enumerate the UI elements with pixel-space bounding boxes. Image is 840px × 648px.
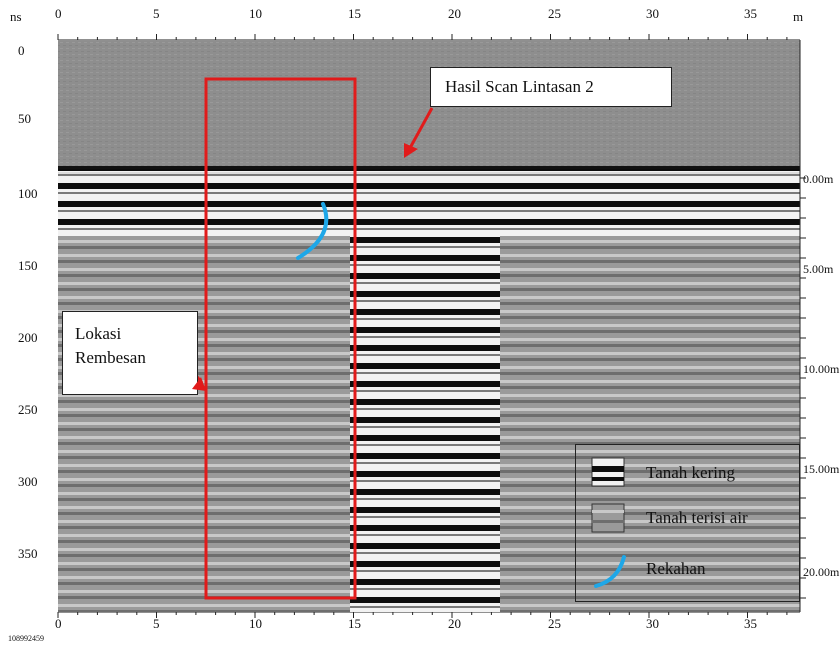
bottom-tick-label: 15 xyxy=(348,616,361,631)
top-tick-label: 30 xyxy=(646,6,659,21)
left-unit-label: ns xyxy=(10,9,22,24)
crack-legend-icon xyxy=(594,555,626,588)
depth-label: 0.00m xyxy=(803,172,834,186)
left-tick-label: 350 xyxy=(18,546,38,561)
depth-label: 20.00m xyxy=(803,565,840,579)
left-tick-label: 250 xyxy=(18,402,38,417)
left-tick-label: 150 xyxy=(18,258,38,273)
left-tick-label: 200 xyxy=(18,330,38,345)
seepage-label-line2: Rembesan xyxy=(75,348,146,367)
right-depth-ticks xyxy=(800,177,806,599)
bottom-tick-label: 10 xyxy=(249,616,262,631)
top-tick-label: 10 xyxy=(249,6,262,21)
wet-soil-swatch xyxy=(591,503,625,533)
seepage-label-line1: Lokasi xyxy=(75,324,122,343)
top-tick-label: 20 xyxy=(448,6,461,21)
depth-label: 5.00m xyxy=(803,262,834,276)
top-tick-label: 15 xyxy=(348,6,361,21)
left-tick-label: 50 xyxy=(18,111,31,126)
top-tick-label: 0 xyxy=(55,6,62,21)
legend-label-crack: Rekahan xyxy=(646,559,706,578)
file-id: 108992459 xyxy=(8,634,44,643)
surface-line-2 xyxy=(58,172,800,174)
scan-title: Hasil Scan Lintasan 2 xyxy=(445,77,594,96)
depth-label: 10.00m xyxy=(803,362,840,376)
bottom-minor-ticks xyxy=(57,612,788,618)
bottom-tick-label: 25 xyxy=(548,616,561,631)
bottom-tick-label: 35 xyxy=(744,616,757,631)
legend-label-wet: Tanah terisi air xyxy=(646,508,748,527)
left-tick-label: 0 xyxy=(18,43,25,58)
top-tick-label: 25 xyxy=(548,6,561,21)
surface-line xyxy=(58,166,800,169)
top-tick-label: 35 xyxy=(744,6,757,21)
bottom-tick-label: 5 xyxy=(153,616,160,631)
air-region xyxy=(58,41,800,166)
title-arrow xyxy=(404,107,434,158)
legend-box: Tanah kering Tanah terisi air Rekahan xyxy=(575,444,800,602)
dry-soil-swatch xyxy=(591,457,625,487)
top-unit-label: m xyxy=(793,9,804,24)
legend-swatches xyxy=(591,457,626,588)
scan-title-box: Hasil Scan Lintasan 2 xyxy=(430,67,672,107)
seepage-label-box: Lokasi Rembesan xyxy=(62,311,198,395)
left-tick-label: 300 xyxy=(18,474,38,489)
bottom-tick-label: 20 xyxy=(448,616,461,631)
left-tick-label: 100 xyxy=(18,186,38,201)
seepage-highlight-box xyxy=(204,77,357,600)
depth-label: 15.00m xyxy=(803,462,840,476)
top-minor-ticks xyxy=(57,34,788,40)
bottom-tick-label: 30 xyxy=(646,616,659,631)
legend-label-dry: Tanah kering xyxy=(646,463,735,482)
top-tick-label: 5 xyxy=(153,6,160,21)
crack-arc xyxy=(296,202,329,260)
dry-soil-zone xyxy=(350,180,500,612)
bottom-tick-label: 0 xyxy=(55,616,62,631)
